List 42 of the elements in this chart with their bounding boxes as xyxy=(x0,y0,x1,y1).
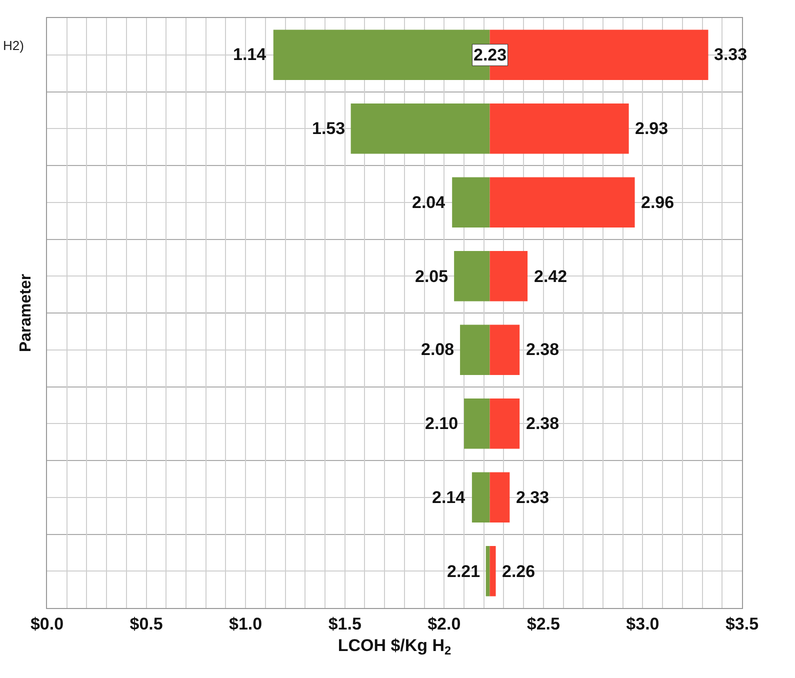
bar xyxy=(472,472,490,522)
x-tick-label: $3.0 xyxy=(626,614,660,634)
bar xyxy=(490,251,528,302)
x-tick-label: $3.5 xyxy=(725,614,759,634)
data-label: 2.14 xyxy=(432,488,466,507)
data-label: 2.38 xyxy=(526,414,560,433)
data-label: 1.14 xyxy=(233,45,267,64)
bar xyxy=(350,104,490,154)
data-label: 2.38 xyxy=(526,340,560,359)
data-label: 2.08 xyxy=(421,340,454,359)
y-axis-title: Parameter xyxy=(18,274,34,352)
bar xyxy=(464,398,490,449)
x-tick-label: $2.5 xyxy=(526,614,560,634)
bar xyxy=(490,177,635,228)
x-tick-label: $1.5 xyxy=(328,614,362,634)
bar xyxy=(490,324,520,375)
annotation: 2.23 xyxy=(474,46,507,64)
bar xyxy=(490,104,629,154)
x-tick-label: $1.0 xyxy=(229,614,262,634)
bar xyxy=(490,398,520,449)
data-label: 2.33 xyxy=(516,488,550,507)
data-label: 2.04 xyxy=(412,193,446,212)
data-label: 1.53 xyxy=(312,119,346,138)
text: H2) xyxy=(3,38,24,53)
bar xyxy=(454,251,490,302)
data-label: 2.05 xyxy=(415,267,448,286)
data-label: 2.26 xyxy=(502,562,536,581)
x-tick-label: $0.0 xyxy=(30,614,64,634)
bar xyxy=(460,324,490,375)
bar xyxy=(490,472,510,522)
data-label: 3.33 xyxy=(714,45,748,64)
data-label: 2.10 xyxy=(425,414,458,433)
data-label: 2.42 xyxy=(534,267,568,286)
bar xyxy=(486,546,490,596)
x-axis-title: LCOH $/Kg H$_{2}$ xyxy=(338,636,452,658)
data-label: 2.96 xyxy=(641,193,674,212)
data-label: 2.93 xyxy=(635,119,668,138)
bar xyxy=(490,546,496,596)
data-label: 2.21 xyxy=(447,562,480,581)
x-tick-label: $2.0 xyxy=(428,614,461,634)
x-tick-label: $0.5 xyxy=(130,614,163,634)
bar xyxy=(452,177,490,228)
